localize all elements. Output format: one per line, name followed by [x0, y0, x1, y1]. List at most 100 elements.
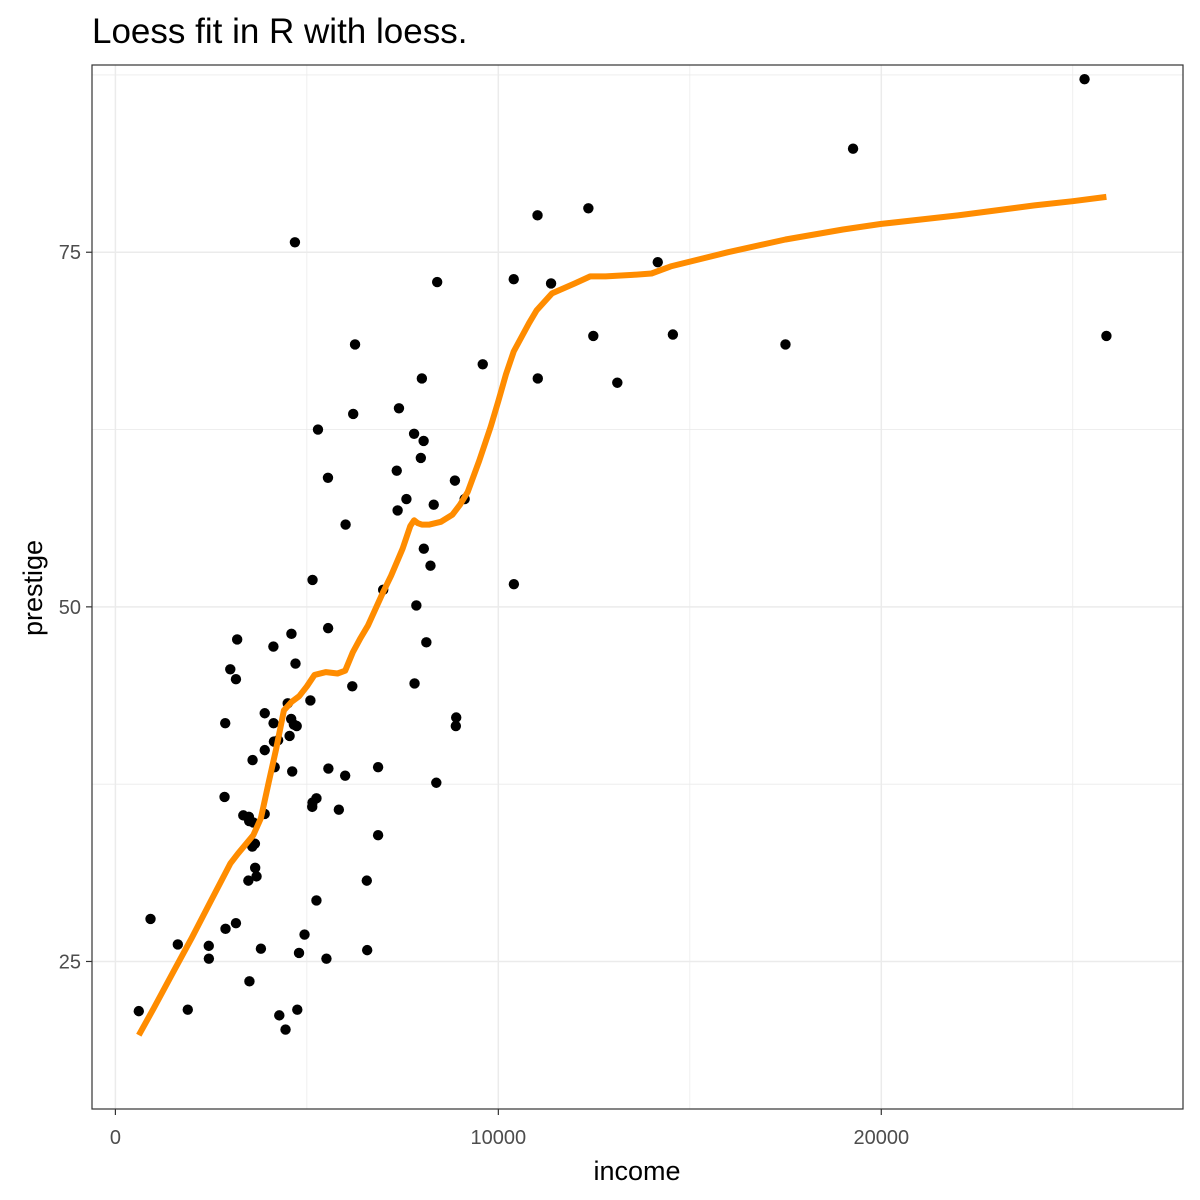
chart-title: Loess fit in R with loess.: [92, 12, 468, 51]
data-point: [340, 519, 351, 530]
data-point: [243, 875, 254, 886]
y-tick-label: 25: [59, 951, 81, 973]
panel-border: [91, 64, 1184, 1110]
data-point: [392, 505, 403, 516]
data-point: [323, 763, 334, 774]
data-point: [421, 637, 432, 648]
data-point: [532, 373, 543, 384]
data-point: [477, 359, 488, 370]
y-tick-label: 75: [59, 242, 81, 264]
data-point: [1079, 73, 1090, 85]
y-tick-label: 50: [59, 597, 81, 619]
data-point: [307, 574, 318, 586]
data-point: [280, 1024, 291, 1035]
data-point: [418, 543, 430, 554]
data-point: [322, 622, 334, 634]
data-point: [290, 658, 301, 669]
data-point: [1101, 330, 1112, 342]
data-point: [230, 917, 242, 929]
data-point: [428, 499, 439, 510]
data-point: [299, 929, 310, 940]
data-point: [361, 875, 372, 886]
data-points: [133, 73, 1112, 1035]
data-point: [285, 713, 297, 725]
data-point: [133, 1005, 144, 1017]
data-point: [411, 600, 422, 611]
x-axis-title: income: [593, 1156, 680, 1186]
loess-fit: [136, 193, 1107, 1037]
data-point: [220, 717, 231, 729]
data-point: [305, 695, 316, 706]
data-point: [508, 578, 520, 590]
data-point: [451, 712, 462, 723]
data-point: [225, 664, 236, 675]
data-point: [247, 754, 258, 766]
data-point: [449, 475, 461, 486]
data-point: [347, 681, 358, 692]
data-point: [255, 943, 267, 954]
data-point: [401, 493, 412, 505]
data-point: [172, 939, 184, 950]
data-point: [311, 793, 322, 804]
data-point: [588, 330, 599, 342]
data-point: [393, 403, 405, 414]
data-point: [259, 708, 270, 719]
x-tick-label: 0: [110, 1127, 121, 1149]
x-tick-label: 10000: [471, 1127, 527, 1149]
data-point: [293, 947, 305, 959]
data-point: [244, 976, 255, 987]
data-point: [431, 276, 443, 288]
data-point: [322, 472, 334, 483]
data-point: [311, 895, 322, 906]
data-point: [391, 465, 402, 476]
data-point: [348, 408, 359, 420]
axes: 0 10000 20000 25 50 75: [59, 242, 909, 1149]
data-point: [251, 871, 262, 882]
data-point: [243, 811, 255, 822]
data-point: [416, 373, 428, 384]
data-point: [249, 862, 261, 874]
data-point: [182, 1004, 193, 1015]
data-point: [231, 634, 243, 645]
data-point: [321, 953, 332, 964]
data-point: [431, 777, 442, 788]
loess-fit-line: [136, 193, 1107, 1037]
data-point: [292, 1004, 303, 1015]
data-point: [652, 256, 663, 268]
data-point: [268, 641, 279, 652]
data-point: [284, 730, 295, 742]
data-point: [274, 1010, 285, 1021]
data-point: [259, 744, 270, 756]
data-point: [667, 329, 679, 340]
data-point: [408, 428, 420, 440]
data-point: [361, 944, 373, 956]
data-point: [372, 830, 384, 841]
data-point: [508, 273, 519, 285]
data-point: [415, 452, 427, 464]
data-point: [425, 560, 436, 571]
data-point: [409, 678, 420, 689]
data-point: [545, 278, 557, 289]
data-point: [145, 913, 156, 925]
data-point: [339, 770, 351, 781]
data-point: [349, 339, 361, 350]
data-point: [418, 435, 429, 447]
data-point: [286, 628, 297, 640]
data-point: [450, 720, 462, 732]
data-point: [219, 791, 230, 803]
data-point: [287, 766, 298, 777]
data-point: [372, 761, 384, 773]
grid-lines: [92, 65, 1183, 1109]
data-point: [289, 237, 301, 248]
data-point: [203, 953, 215, 964]
x-tick-label: 20000: [853, 1127, 909, 1149]
data-point: [333, 804, 345, 815]
data-point: [583, 203, 594, 214]
data-point: [532, 210, 543, 221]
y-axis-title: prestige: [18, 540, 48, 636]
data-point: [847, 143, 859, 154]
data-point: [780, 339, 791, 350]
data-point: [312, 424, 324, 435]
data-point: [220, 923, 231, 935]
